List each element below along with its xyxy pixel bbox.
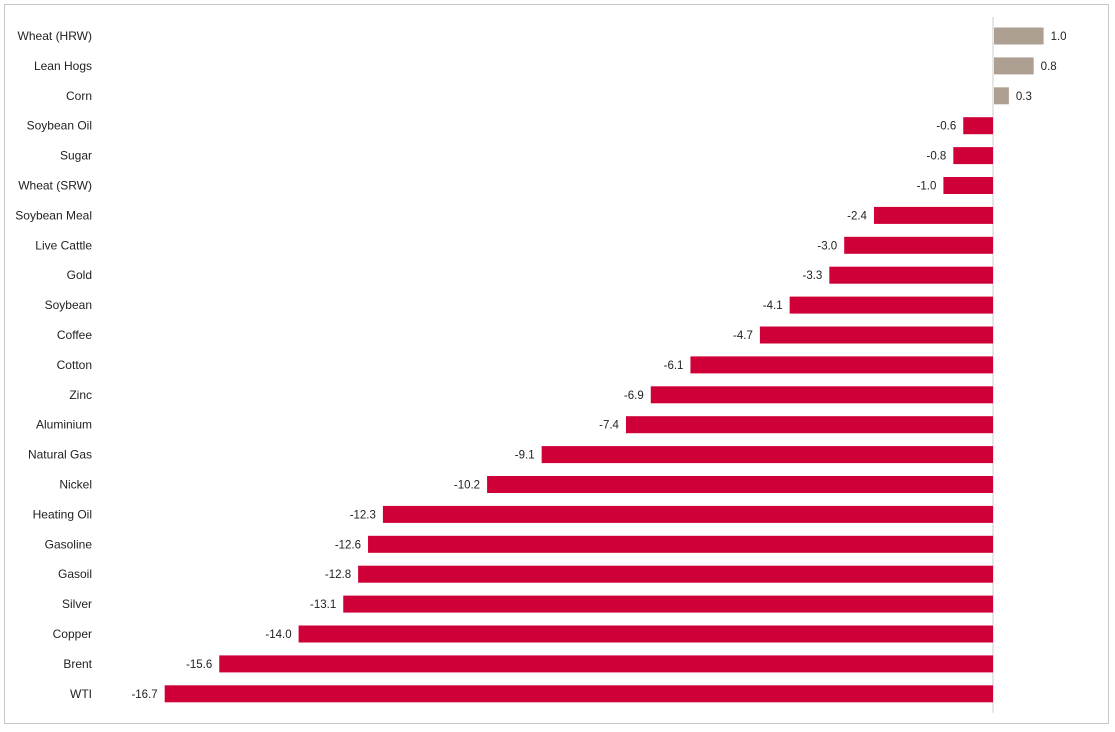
bar [487, 476, 993, 493]
bar [963, 117, 993, 135]
bar [994, 27, 1044, 45]
bar [789, 296, 993, 314]
category-label: Soybean Oil [27, 119, 92, 133]
category-label: Gasoil [58, 567, 92, 581]
bar [343, 595, 993, 613]
value-label: 1.0 [1051, 31, 1067, 43]
bar [953, 147, 993, 165]
category-label: Soybean Meal [15, 208, 92, 222]
category-label: Coffee [57, 328, 92, 342]
value-label: -0.8 [926, 151, 946, 163]
value-label: -0.6 [936, 121, 956, 133]
value-label: -6.1 [664, 360, 684, 372]
bar [873, 206, 993, 224]
value-label: -1.0 [917, 181, 937, 193]
value-label: 0.8 [1041, 61, 1057, 73]
bar [844, 236, 993, 254]
category-label: Wheat (HRW) [18, 29, 92, 43]
category-label: Aluminium [36, 418, 92, 432]
value-label: -4.1 [763, 300, 783, 312]
category-label: Gasoline [45, 537, 93, 551]
value-label: -14.0 [265, 629, 291, 641]
value-label: -16.7 [131, 689, 157, 701]
value-label: -4.7 [733, 330, 753, 342]
bar [829, 266, 993, 284]
category-label: Silver [62, 597, 92, 611]
bar [625, 416, 993, 434]
value-label: -10.2 [454, 480, 480, 492]
bar [358, 565, 993, 583]
bar [541, 446, 993, 464]
value-label: -7.4 [599, 420, 619, 432]
value-label: -13.1 [310, 599, 336, 611]
category-label: Lean Hogs [34, 59, 92, 73]
category-label: Heating Oil [33, 507, 92, 521]
value-label: -6.9 [624, 390, 644, 402]
value-label: -9.1 [515, 450, 535, 462]
bar [690, 356, 993, 374]
category-label: Live Cattle [35, 238, 92, 252]
value-label: -3.0 [817, 240, 837, 252]
bar [994, 87, 1009, 105]
bar [382, 505, 993, 523]
category-label: Brent [63, 657, 92, 671]
bar [164, 685, 993, 703]
value-label: -3.3 [802, 270, 822, 282]
category-label: Cotton [57, 358, 92, 372]
category-label: Corn [66, 89, 92, 103]
bar [759, 326, 993, 344]
bar [943, 177, 993, 194]
category-label: Gold [67, 268, 92, 282]
category-label: Natural Gas [28, 448, 92, 462]
category-label: Zinc [69, 388, 92, 402]
value-label: -15.6 [186, 659, 212, 671]
category-label: Copper [53, 627, 92, 641]
value-label: -12.6 [335, 539, 361, 551]
value-label: -2.4 [847, 210, 867, 222]
bar [650, 386, 993, 404]
category-label: Sugar [60, 149, 92, 163]
value-label: 0.3 [1016, 91, 1032, 103]
category-label: Soybean [45, 298, 92, 312]
value-label: -12.3 [350, 509, 376, 521]
bar [298, 625, 994, 643]
category-label: Nickel [59, 478, 92, 492]
bar [219, 655, 994, 673]
value-label: -12.8 [325, 569, 351, 581]
bar [994, 57, 1034, 75]
category-label: Wheat (SRW) [18, 179, 92, 193]
category-label: WTI [70, 687, 92, 701]
bar [368, 535, 993, 553]
